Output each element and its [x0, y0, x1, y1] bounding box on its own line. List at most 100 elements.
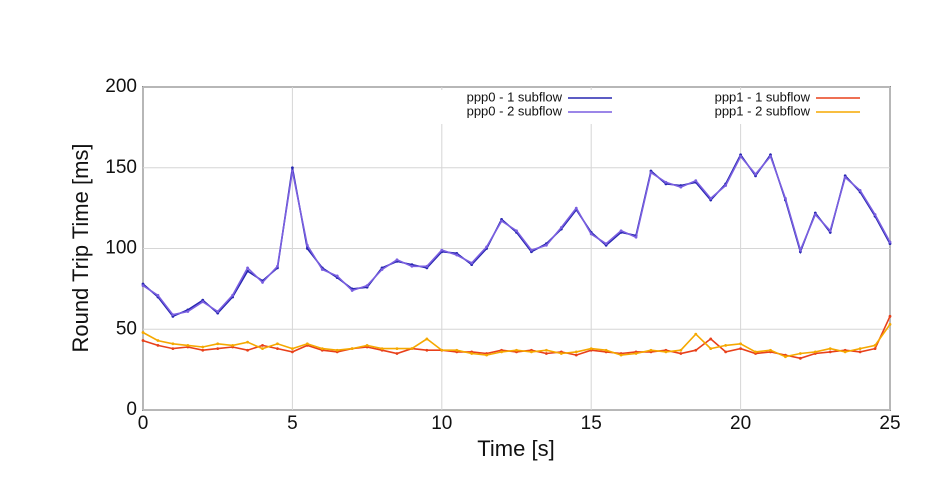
point [709, 337, 713, 341]
point [679, 352, 683, 355]
point [559, 226, 563, 229]
point [470, 352, 474, 355]
point [380, 347, 384, 351]
point [291, 350, 294, 354]
point [858, 350, 862, 354]
point [425, 264, 429, 268]
point [171, 313, 175, 317]
point [350, 347, 354, 351]
point [604, 348, 608, 352]
point [425, 348, 429, 352]
point [724, 350, 728, 354]
point [201, 348, 205, 352]
point [231, 293, 235, 297]
point [858, 188, 862, 192]
point [843, 176, 847, 179]
point [261, 344, 264, 347]
point [798, 352, 802, 355]
point [305, 342, 309, 346]
point [291, 169, 294, 173]
point [231, 344, 235, 347]
point [365, 284, 369, 288]
y-tick-label: 0 [126, 399, 137, 420]
point [440, 248, 444, 252]
point [246, 340, 249, 344]
point [365, 344, 369, 347]
point [141, 284, 145, 288]
point [544, 352, 548, 355]
point [649, 348, 653, 352]
y-axis-label: Round Trip Time [ms] [68, 143, 93, 352]
point [544, 348, 548, 352]
point [395, 258, 399, 262]
point [216, 342, 220, 346]
point [709, 197, 713, 200]
point [574, 353, 578, 357]
point [216, 347, 220, 351]
point [156, 344, 160, 347]
point [619, 229, 623, 233]
point [828, 350, 832, 354]
point [679, 348, 683, 352]
point [679, 185, 683, 189]
point [305, 243, 309, 247]
point [530, 248, 533, 252]
legend-label: ppp0 - 1 subflow [467, 89, 563, 104]
point [261, 281, 264, 284]
point [724, 344, 728, 347]
point [769, 348, 772, 352]
point [186, 344, 190, 347]
point [604, 242, 608, 246]
x-tick-label: 5 [287, 413, 298, 434]
point [739, 155, 742, 158]
x-tick-label: 25 [879, 413, 900, 434]
point [410, 347, 414, 351]
point [574, 206, 578, 210]
point [858, 347, 862, 351]
point [261, 347, 264, 351]
legend-label: ppp1 - 2 subflow [715, 103, 811, 118]
point [873, 213, 877, 216]
point [798, 248, 802, 252]
point [320, 347, 324, 351]
point [724, 184, 728, 187]
point [664, 350, 668, 354]
point [754, 350, 757, 354]
point [515, 229, 518, 233]
point [156, 339, 160, 342]
point [888, 323, 892, 326]
point [276, 342, 279, 346]
legend-box [365, 90, 885, 124]
point [649, 171, 653, 174]
point [425, 337, 429, 341]
point [291, 347, 294, 351]
point [216, 310, 220, 313]
point [201, 300, 205, 304]
x-tick-label: 20 [730, 413, 751, 434]
point [335, 348, 339, 352]
y-tick-label: 50 [116, 318, 137, 339]
point [246, 266, 249, 270]
y-tick-label: 200 [105, 76, 137, 97]
point [619, 353, 623, 357]
x-tick-label: 15 [581, 413, 602, 434]
point [709, 347, 713, 351]
x-tick-label: 10 [431, 413, 452, 434]
point [515, 348, 518, 352]
point [276, 264, 279, 268]
point [335, 274, 339, 278]
point [141, 339, 145, 342]
point [843, 350, 847, 354]
point [888, 314, 892, 318]
point [828, 229, 832, 233]
legend-label: ppp0 - 2 subflow [467, 103, 563, 118]
point [828, 347, 832, 351]
x-tick-label: 0 [138, 413, 149, 434]
point [634, 235, 638, 239]
point [410, 264, 414, 268]
point [634, 352, 638, 355]
point [813, 350, 817, 354]
y-tick-label: 100 [105, 238, 137, 259]
point [739, 342, 742, 346]
point [589, 347, 593, 351]
